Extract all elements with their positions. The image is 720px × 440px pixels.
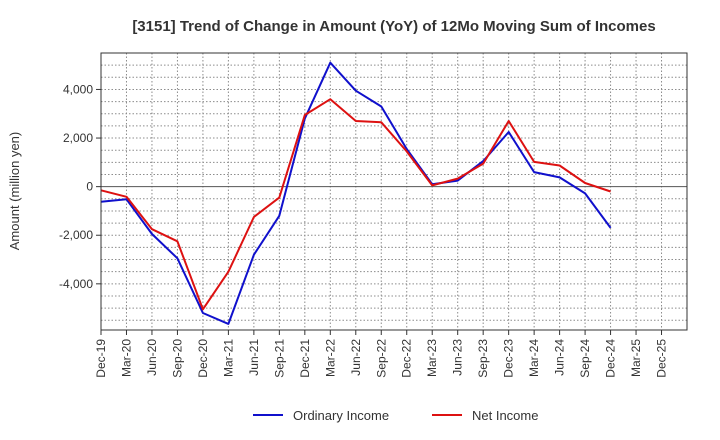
- x-tick-label: Sep-23: [476, 339, 490, 378]
- y-tick-label: -4,000: [59, 277, 93, 291]
- x-tick-label: Sep-24: [578, 339, 592, 378]
- y-axis-label: Amount (million yen): [7, 132, 22, 251]
- x-tick-label: Mar-20: [120, 339, 134, 377]
- x-tick-label: Mar-21: [221, 339, 235, 377]
- legend-label-net-income: Net Income: [472, 408, 538, 423]
- x-tick-label: Mar-23: [425, 339, 439, 377]
- y-axis: -4,000 -2,000 0 2,000 4,000: [59, 82, 101, 291]
- x-tick-label: Jun-22: [349, 339, 363, 376]
- y-tick-label: 2,000: [63, 131, 93, 145]
- x-tick-label: Dec-23: [502, 339, 516, 378]
- series-line-ordinary-income: [100, 61, 612, 325]
- plot-area: [101, 53, 687, 330]
- x-tick-label: Sep-22: [374, 339, 388, 378]
- x-tick-label: Dec-20: [196, 339, 210, 378]
- y-tick-label: 4,000: [63, 82, 93, 96]
- x-tick-label: Sep-20: [170, 339, 184, 378]
- x-tick-label: Dec-22: [400, 339, 414, 378]
- x-tick-label: Mar-24: [527, 339, 541, 377]
- x-tick-label: Jun-20: [145, 339, 159, 376]
- legend: Ordinary Income Net Income: [253, 408, 538, 423]
- x-tick-label: Jun-21: [247, 339, 261, 376]
- x-tick-label: Mar-22: [323, 339, 337, 377]
- x-tick-label: Dec-25: [655, 339, 669, 378]
- y-tick-label: 0: [86, 180, 93, 194]
- x-tick-label: Dec-19: [94, 339, 108, 378]
- x-tick-label: Sep-21: [272, 339, 286, 378]
- x-tick-label: Jun-24: [553, 339, 567, 376]
- y-tick-label: -2,000: [59, 228, 93, 242]
- plot-border: [100, 52, 688, 331]
- x-tick-label: Dec-24: [604, 339, 618, 378]
- x-tick-label: Jun-23: [451, 339, 465, 376]
- x-tick-label: Mar-25: [629, 339, 643, 377]
- x-axis: Dec-19 Mar-20 Jun-20 Sep-20 Dec-20 Mar-21 Jun-…: [94, 330, 669, 378]
- grid: [101, 52, 687, 330]
- chart-title: [3151] Trend of Change in Amount (YoY) o…: [132, 18, 655, 35]
- x-tick-label: Dec-21: [298, 339, 312, 378]
- legend-label-ordinary-income: Ordinary Income: [293, 408, 389, 423]
- series-line-net-income: [100, 98, 611, 311]
